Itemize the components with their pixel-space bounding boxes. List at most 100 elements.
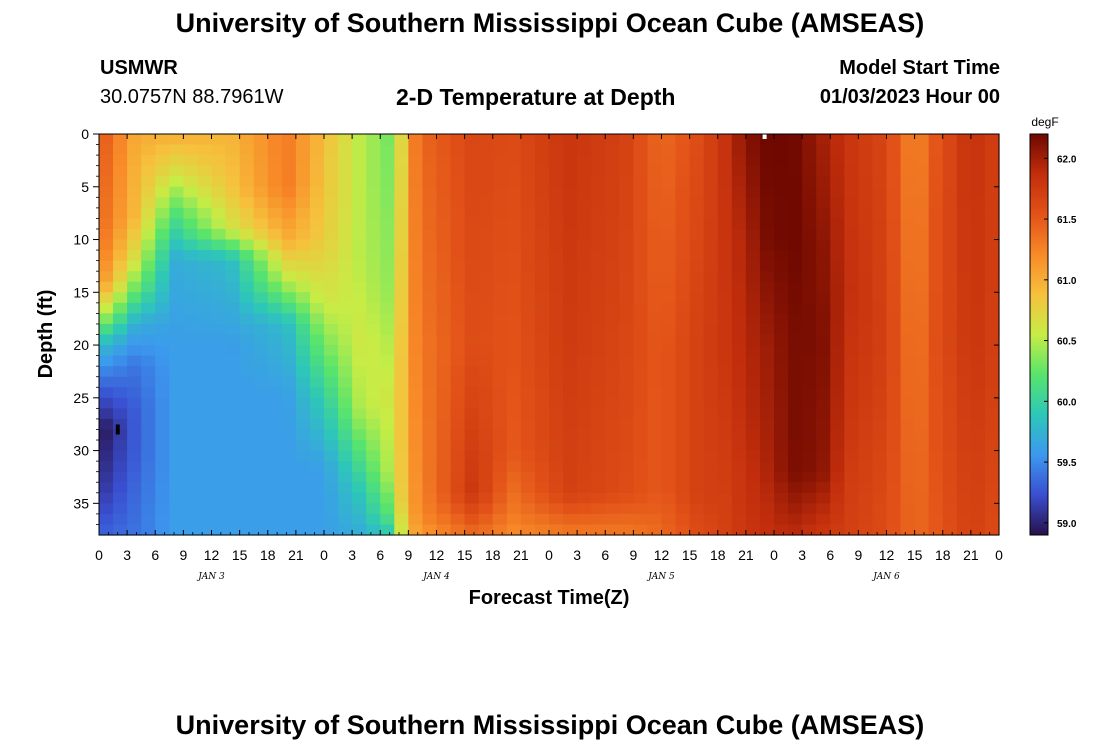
heatmap-cell bbox=[970, 271, 986, 283]
heatmap-cell bbox=[366, 239, 381, 251]
heatmap-cell bbox=[914, 239, 930, 251]
heatmap-cell bbox=[984, 260, 1000, 272]
heatmap-cell bbox=[703, 429, 719, 441]
heatmap-cell bbox=[267, 228, 283, 241]
heatmap-cell bbox=[253, 218, 269, 230]
heatmap-cell bbox=[970, 387, 986, 399]
heatmap-cell bbox=[169, 281, 184, 293]
heatmap-cell bbox=[394, 250, 409, 262]
heatmap-cell bbox=[647, 186, 663, 198]
heatmap-cell bbox=[225, 471, 241, 483]
heatmap-cell bbox=[633, 345, 649, 357]
heatmap-cell bbox=[689, 207, 705, 220]
heatmap-cell bbox=[717, 418, 733, 431]
heatmap-cell bbox=[253, 366, 269, 378]
heatmap-cell bbox=[464, 292, 480, 304]
heatmap-cell bbox=[956, 440, 972, 452]
heatmap-cell bbox=[577, 524, 592, 536]
heatmap-cell bbox=[352, 271, 367, 283]
heatmap-cell bbox=[717, 513, 733, 526]
heatmap-cell bbox=[309, 408, 325, 420]
heatmap-cell bbox=[183, 450, 199, 462]
heatmap-cell bbox=[450, 408, 466, 420]
heatmap-cell bbox=[267, 345, 283, 357]
heatmap-cell bbox=[352, 155, 367, 167]
heatmap-cell bbox=[984, 513, 1000, 526]
heatmap-cell bbox=[99, 397, 114, 409]
heatmap-cell bbox=[605, 197, 620, 209]
heatmap-cell bbox=[802, 144, 817, 156]
heatmap-cell bbox=[394, 376, 409, 388]
heatmap-cell bbox=[295, 461, 311, 473]
heatmap-cell bbox=[844, 186, 859, 198]
heatmap-cell bbox=[605, 176, 620, 188]
heatmap-cell bbox=[253, 429, 269, 441]
heatmap-cell bbox=[605, 250, 620, 262]
heatmap-cell bbox=[408, 355, 424, 367]
heatmap-cell bbox=[563, 281, 578, 293]
heatmap-cell bbox=[520, 471, 536, 483]
heatmap-cell bbox=[253, 376, 269, 388]
heatmap-cell bbox=[464, 334, 480, 346]
x-tick-label: 0 bbox=[995, 547, 1003, 563]
heatmap-cell bbox=[703, 165, 719, 177]
heatmap-cell bbox=[450, 218, 466, 230]
heatmap-cell bbox=[984, 503, 1000, 515]
heatmap-cell bbox=[267, 323, 283, 336]
heatmap-cell bbox=[99, 366, 114, 378]
heatmap-cell bbox=[141, 186, 156, 198]
heatmap-cell bbox=[647, 313, 663, 325]
heatmap-cell bbox=[984, 239, 1000, 251]
heatmap-cell bbox=[661, 345, 677, 357]
heatmap-cell bbox=[591, 503, 606, 515]
heatmap-cell bbox=[408, 260, 424, 272]
heatmap-cell bbox=[928, 165, 944, 177]
heatmap-cell bbox=[309, 197, 325, 209]
x-tick-label: 21 bbox=[288, 547, 304, 563]
heatmap-cell bbox=[295, 376, 311, 388]
heatmap-cell bbox=[830, 440, 845, 452]
heatmap-cell bbox=[872, 281, 888, 293]
heatmap-cell bbox=[127, 492, 142, 504]
heatmap-cell bbox=[281, 260, 297, 272]
y-tick-label: 30 bbox=[73, 443, 89, 459]
heatmap-cell bbox=[450, 260, 466, 272]
heatmap-cell bbox=[366, 323, 381, 336]
heatmap-cell bbox=[324, 418, 339, 431]
heatmap-cell bbox=[155, 345, 170, 357]
heatmap-cell bbox=[745, 134, 761, 146]
heatmap-cell bbox=[169, 366, 184, 378]
heatmap-cell bbox=[225, 387, 241, 399]
heatmap-cell bbox=[309, 250, 325, 262]
heatmap-cell bbox=[563, 440, 578, 452]
heatmap-cell bbox=[844, 471, 859, 483]
heatmap-cell bbox=[872, 461, 888, 473]
heatmap-cell bbox=[830, 387, 845, 399]
heatmap-cell bbox=[324, 471, 339, 483]
heatmap-cell bbox=[155, 292, 170, 304]
heatmap-cell bbox=[127, 281, 142, 293]
heatmap-cell bbox=[169, 387, 184, 399]
heatmap-cell bbox=[197, 250, 213, 262]
heatmap-cell bbox=[366, 503, 381, 515]
heatmap-cell bbox=[211, 228, 227, 241]
heatmap-cell bbox=[408, 165, 424, 177]
heatmap-cell bbox=[99, 134, 114, 146]
heatmap-cell bbox=[675, 281, 691, 293]
heatmap-cell bbox=[127, 366, 142, 378]
heatmap-cell bbox=[338, 355, 353, 367]
heatmap-cell bbox=[520, 461, 536, 473]
heatmap-cell bbox=[731, 292, 747, 304]
heatmap-cell bbox=[113, 334, 128, 346]
heatmap-cell bbox=[731, 334, 747, 346]
heatmap-cell bbox=[844, 323, 859, 336]
heatmap-cell bbox=[774, 313, 789, 325]
heatmap-cell bbox=[717, 207, 733, 220]
heatmap-cell bbox=[942, 355, 958, 367]
heatmap-cell bbox=[422, 271, 438, 283]
heatmap-cell bbox=[563, 271, 578, 283]
heatmap-cell bbox=[689, 524, 705, 536]
heatmap-cell bbox=[408, 313, 424, 325]
heatmap-cell bbox=[886, 207, 902, 220]
heatmap-cell bbox=[253, 134, 269, 146]
